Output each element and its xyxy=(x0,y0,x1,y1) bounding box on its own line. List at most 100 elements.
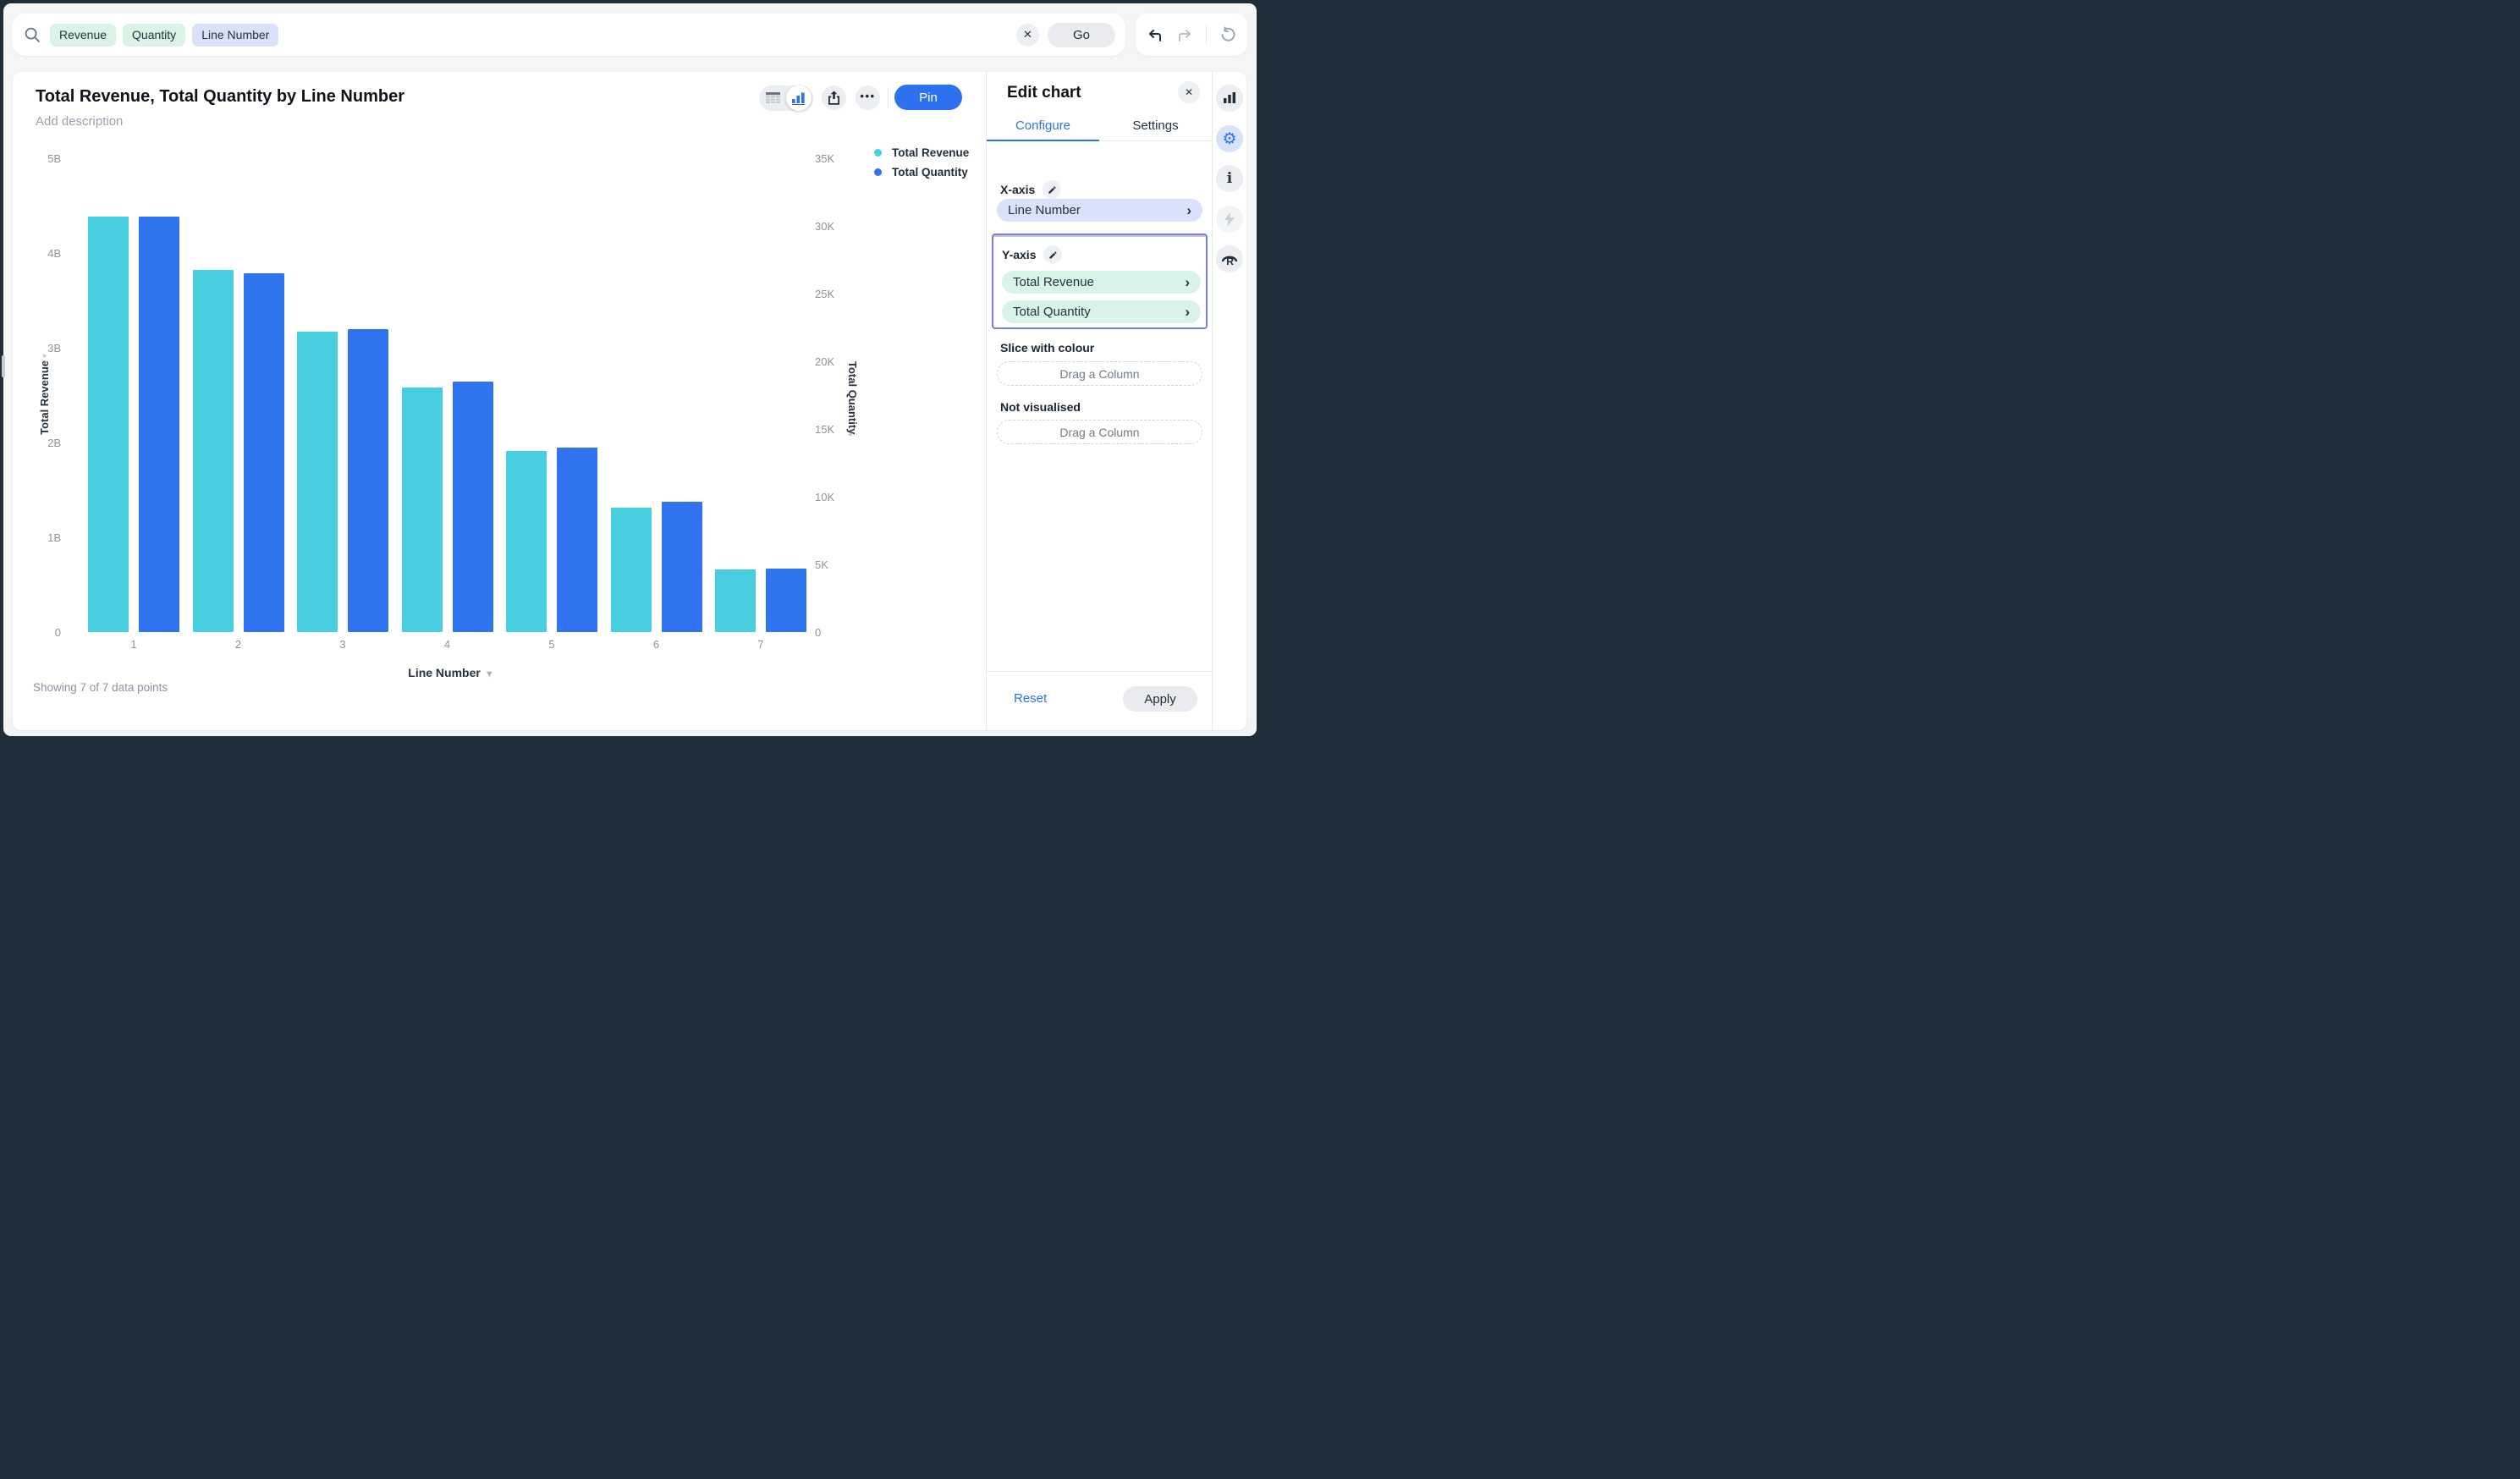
bar-total-revenue-6[interactable] xyxy=(610,508,652,632)
bar-total-quantity-6[interactable] xyxy=(661,502,702,632)
right-axis-tick: 10K xyxy=(815,491,835,503)
bar-total-revenue-2[interactable] xyxy=(192,270,234,632)
left-axis-tick: 2B xyxy=(47,437,61,449)
field-label: Line Number xyxy=(1008,203,1081,217)
y-axis-section-label: Y-axis xyxy=(1002,248,1037,261)
lightning-icon xyxy=(1224,212,1235,226)
not-visualised-label: Not visualised xyxy=(1000,400,1081,414)
bar-total-quantity-4[interactable] xyxy=(452,382,493,632)
share-icon xyxy=(828,91,839,105)
chevron-right-icon: › xyxy=(1186,202,1191,218)
divider xyxy=(987,671,1212,672)
more-button[interactable]: ••• xyxy=(856,85,880,110)
left-axis-collapse-icon[interactable]: ▸ xyxy=(43,351,47,360)
chart-title: Total Revenue, Total Quantity by Line Nu… xyxy=(36,87,404,106)
x-axis-field-line-number[interactable]: Line Number › xyxy=(997,199,1202,222)
bar-total-quantity-5[interactable] xyxy=(557,448,597,632)
clear-search-button[interactable]: ✕ xyxy=(1016,23,1039,47)
x-axis-section-label: X-axis xyxy=(1000,183,1036,196)
legend-dot xyxy=(874,168,882,176)
pencil-icon xyxy=(1049,250,1057,259)
divider xyxy=(1206,25,1207,45)
chevron-right-icon: › xyxy=(1185,274,1190,290)
x-axis-tick: 4 xyxy=(443,638,451,651)
edit-x-axis-button[interactable] xyxy=(1043,180,1062,199)
chart-view-button[interactable] xyxy=(786,85,812,111)
left-axis-tick: 0 xyxy=(54,626,61,639)
redo-icon[interactable] xyxy=(1176,26,1193,43)
edit-panel-tabs: Configure Settings xyxy=(987,118,1212,141)
y-axis-field-total-quantity[interactable]: Total Quantity › xyxy=(1002,300,1201,323)
legend: Total Revenue Total Quantity xyxy=(874,143,969,182)
reset-button[interactable]: Reset xyxy=(1014,691,1048,706)
left-edge-drag-handle[interactable] xyxy=(2,355,5,377)
x-axis-tick: 1 xyxy=(130,638,137,651)
x-axis-title: Line Number xyxy=(408,666,481,679)
right-axis-tick: 5K xyxy=(815,558,828,571)
table-icon xyxy=(765,91,780,103)
slice-with-colour-dropzone[interactable]: Drag a Column xyxy=(997,361,1202,386)
tab-configure[interactable]: Configure xyxy=(987,118,1099,141)
right-axis-tick: 0 xyxy=(815,626,822,639)
not-visualised-dropzone[interactable]: Drag a Column xyxy=(997,420,1202,444)
right-axis-title: Total Quantity xyxy=(846,361,859,435)
search-tag-quantity[interactable]: Quantity xyxy=(123,23,186,47)
info-tool-button[interactable]: i xyxy=(1216,165,1243,192)
bar-total-revenue-1[interactable] xyxy=(88,217,129,632)
r-tool-button[interactable]: R xyxy=(1216,245,1243,272)
history-toolbar xyxy=(1136,14,1247,56)
left-axis-tick: 5B xyxy=(47,152,61,165)
x-axis-tick: 6 xyxy=(652,638,660,651)
bar-total-revenue-4[interactable] xyxy=(401,388,443,632)
x-axis-tick: 3 xyxy=(339,638,346,651)
edit-chart-panel: Edit chart ✕ Configure Settings X-axis L… xyxy=(986,72,1212,730)
reset-icon[interactable] xyxy=(1219,26,1236,43)
bar-total-quantity-3[interactable] xyxy=(348,328,388,632)
chart-card: Total Revenue, Total Quantity by Line Nu… xyxy=(13,72,1246,730)
search-tag-revenue[interactable]: Revenue xyxy=(50,23,117,47)
insights-tool-button[interactable] xyxy=(1216,206,1243,233)
right-axis-tick: 20K xyxy=(815,355,835,368)
y-axis-highlighted-section: Y-axis Total Revenue › Total Quantity › xyxy=(992,234,1208,329)
apply-button[interactable]: Apply xyxy=(1123,686,1197,712)
pin-button[interactable]: Pin xyxy=(894,85,962,110)
left-axis-tick: 1B xyxy=(47,531,61,544)
undo-icon[interactable] xyxy=(1147,26,1164,43)
legend-item-total-quantity[interactable]: Total Quantity xyxy=(874,162,969,182)
legend-dot xyxy=(874,149,882,157)
chevron-down-icon: ▼ xyxy=(484,669,494,679)
right-axis-tick: 25K xyxy=(815,288,835,300)
x-axis-tick: 5 xyxy=(548,638,555,651)
field-label: Total Quantity xyxy=(1013,305,1091,319)
bar-total-revenue-3[interactable] xyxy=(297,331,338,632)
chart-tool-button[interactable] xyxy=(1216,85,1243,112)
bar-total-quantity-7[interactable] xyxy=(766,568,806,632)
search-icon xyxy=(25,27,40,42)
legend-label: Total Quantity xyxy=(892,166,968,179)
app-window: Revenue Quantity Line Number ✕ Go Total Re… xyxy=(3,3,1257,736)
right-axis-tick: 30K xyxy=(815,220,835,233)
x-axis-tick: 7 xyxy=(757,638,764,651)
pencil-icon xyxy=(1048,185,1056,194)
y-axis-field-total-revenue[interactable]: Total Revenue › xyxy=(1002,271,1201,294)
edit-y-axis-button[interactable] xyxy=(1043,245,1063,264)
search-tag-line-number[interactable]: Line Number xyxy=(192,23,279,47)
bar-total-revenue-5[interactable] xyxy=(506,451,547,632)
add-description-placeholder[interactable]: Add description xyxy=(36,114,124,129)
settings-gear-icon: ⚙ xyxy=(1222,129,1237,148)
tab-settings[interactable]: Settings xyxy=(1132,118,1179,133)
more-icon: ••• xyxy=(860,89,876,102)
go-button[interactable]: Go xyxy=(1048,22,1115,47)
settings-tool-button[interactable]: ⚙ xyxy=(1216,125,1243,152)
bar-total-quantity-2[interactable] xyxy=(243,273,284,632)
right-axis-collapse-icon[interactable]: ◂ xyxy=(848,430,852,438)
bar-total-revenue-7[interactable] xyxy=(715,569,756,632)
x-axis-title-dropdown[interactable]: Line Number ▼ xyxy=(383,666,519,679)
close-panel-button[interactable]: ✕ xyxy=(1178,81,1200,103)
table-view-button[interactable] xyxy=(759,85,786,111)
legend-item-total-revenue[interactable]: Total Revenue xyxy=(874,143,969,162)
legend-label: Total Revenue xyxy=(892,146,970,159)
share-button[interactable] xyxy=(822,85,846,110)
left-axis-tick: 4B xyxy=(47,247,61,260)
bar-total-quantity-1[interactable] xyxy=(139,216,179,632)
